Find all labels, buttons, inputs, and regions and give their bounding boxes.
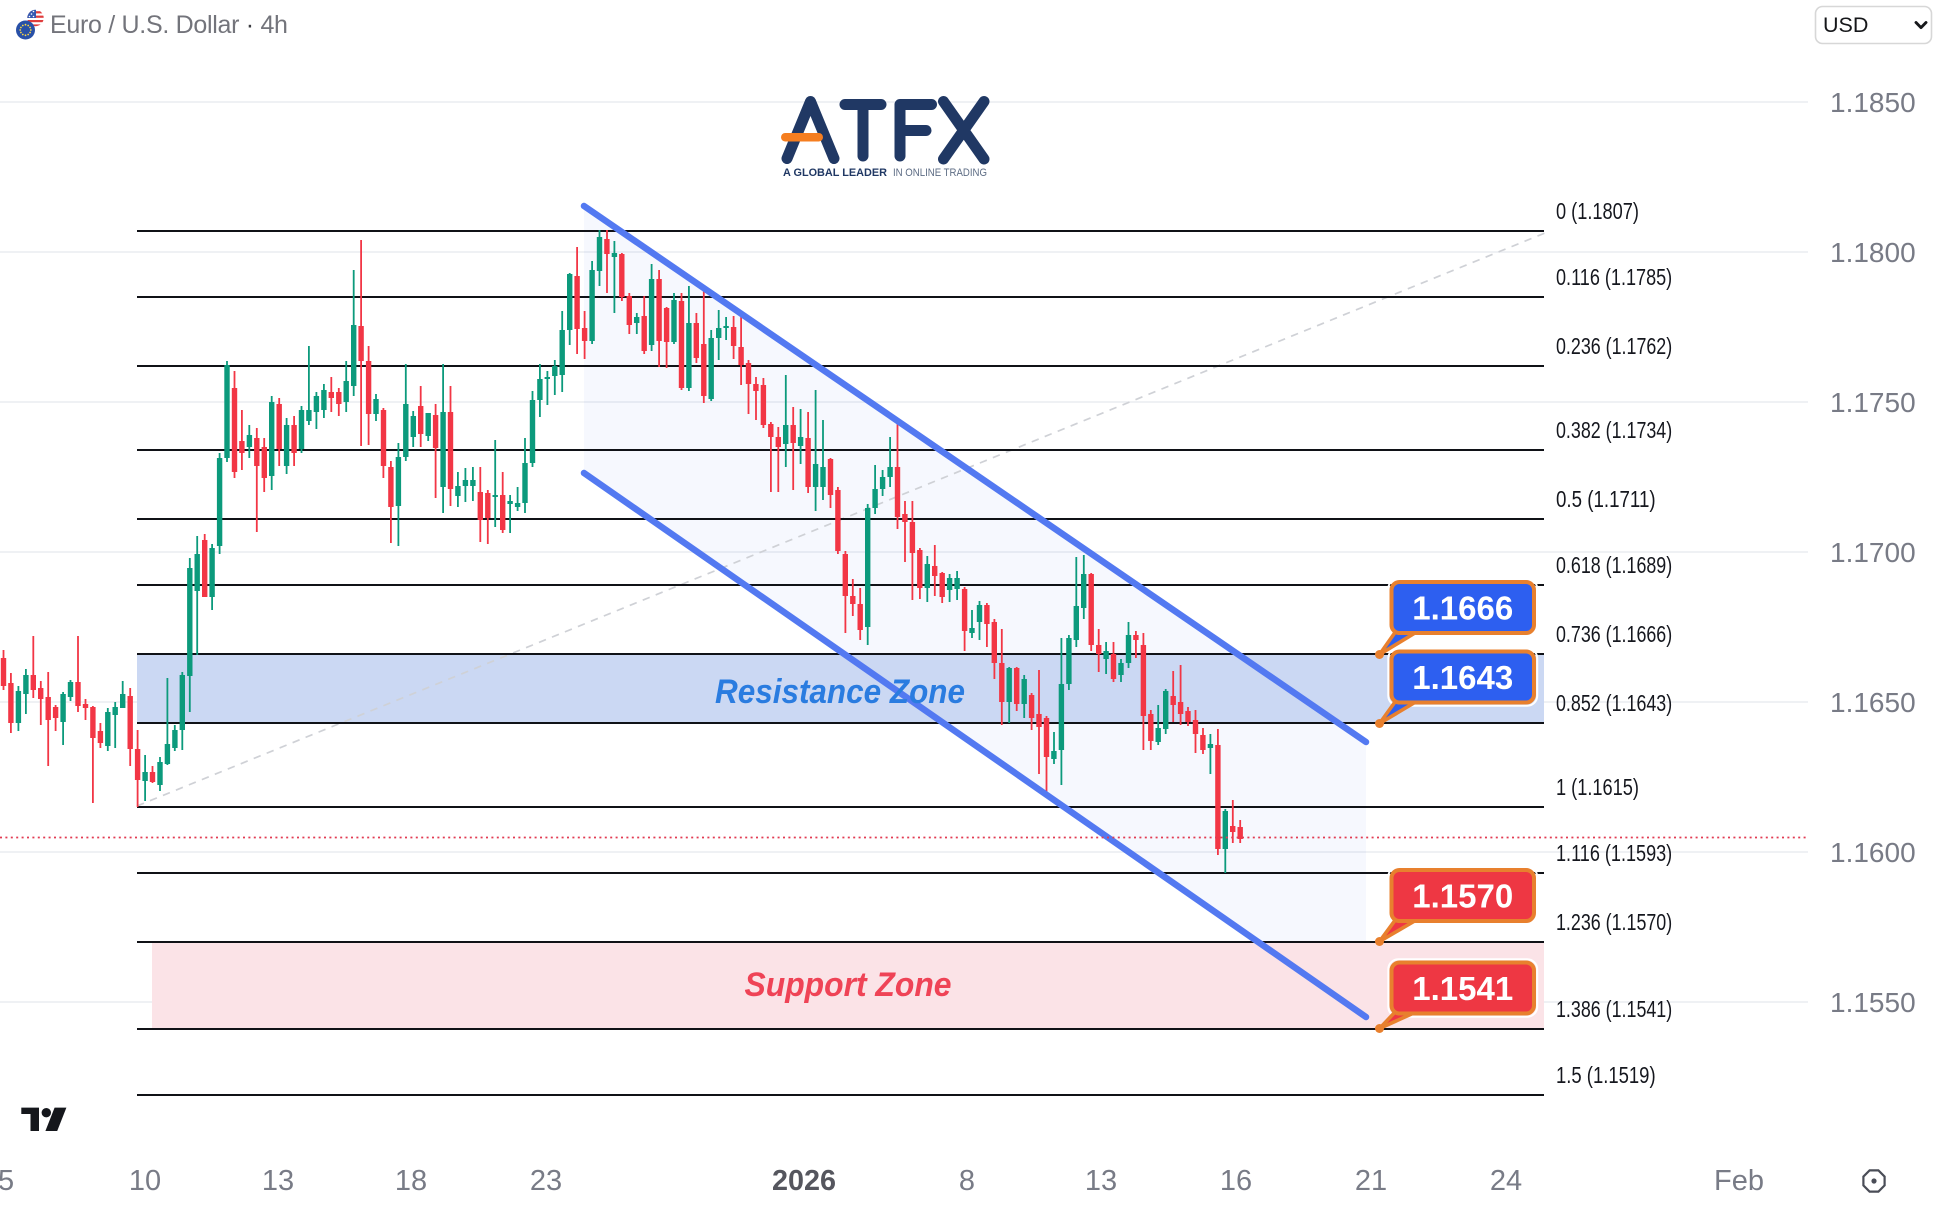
svg-text:A GLOBAL LEADER: A GLOBAL LEADER	[783, 167, 887, 179]
svg-text:Support Zone: Support Zone	[745, 966, 952, 1004]
svg-text:Feb: Feb	[1714, 1165, 1764, 1197]
svg-text:0.852 (1.1643): 0.852 (1.1643)	[1556, 690, 1672, 716]
svg-text:1.1570: 1.1570	[1412, 878, 1513, 915]
svg-text:USD: USD	[1823, 13, 1868, 37]
svg-text:1.1643: 1.1643	[1412, 659, 1513, 696]
svg-text:16: 16	[1220, 1165, 1252, 1197]
svg-text:8: 8	[959, 1165, 975, 1197]
svg-text:18: 18	[395, 1165, 427, 1197]
svg-text:5: 5	[0, 1165, 14, 1197]
svg-text:0.382 (1.1734): 0.382 (1.1734)	[1556, 417, 1672, 443]
svg-text:1.1700: 1.1700	[1830, 537, 1916, 568]
svg-text:Euro / U.S. Dollar · 4h: Euro / U.S. Dollar · 4h	[50, 11, 288, 39]
svg-text:10: 10	[129, 1165, 161, 1197]
svg-text:0.5 (1.1711): 0.5 (1.1711)	[1556, 486, 1656, 512]
svg-text:IN ONLINE TRADING: IN ONLINE TRADING	[893, 167, 987, 179]
svg-text:1.386 (1.1541): 1.386 (1.1541)	[1556, 996, 1672, 1022]
svg-text:24: 24	[1490, 1165, 1522, 1197]
svg-text:0 (1.1807): 0 (1.1807)	[1556, 198, 1639, 224]
svg-text:0.736 (1.1666): 0.736 (1.1666)	[1556, 621, 1672, 647]
svg-text:1.1650: 1.1650	[1830, 687, 1916, 718]
svg-text:1.236 (1.1570): 1.236 (1.1570)	[1556, 909, 1672, 935]
svg-text:Resistance Zone: Resistance Zone	[715, 673, 965, 711]
svg-text:21: 21	[1355, 1165, 1387, 1197]
svg-text:1.1750: 1.1750	[1830, 387, 1916, 418]
svg-text:2026: 2026	[772, 1165, 836, 1197]
svg-text:1.1666: 1.1666	[1412, 590, 1513, 627]
svg-text:23: 23	[530, 1165, 562, 1197]
svg-text:13: 13	[262, 1165, 294, 1197]
svg-text:1.116 (1.1593): 1.116 (1.1593)	[1556, 840, 1672, 866]
svg-text:1.1600: 1.1600	[1830, 837, 1916, 868]
svg-text:1.5 (1.1519): 1.5 (1.1519)	[1556, 1062, 1656, 1088]
svg-text:0.236 (1.1762): 0.236 (1.1762)	[1556, 333, 1672, 359]
svg-text:1.1850: 1.1850	[1830, 87, 1916, 118]
svg-text:0.618 (1.1689): 0.618 (1.1689)	[1556, 552, 1672, 578]
svg-text:1.1541: 1.1541	[1412, 970, 1513, 1007]
svg-text:1.1550: 1.1550	[1830, 987, 1916, 1018]
svg-text:1 (1.1615): 1 (1.1615)	[1556, 774, 1639, 800]
svg-text:1.1800: 1.1800	[1830, 237, 1916, 268]
svg-text:0.116 (1.1785): 0.116 (1.1785)	[1556, 264, 1672, 290]
svg-text:13: 13	[1085, 1165, 1117, 1197]
